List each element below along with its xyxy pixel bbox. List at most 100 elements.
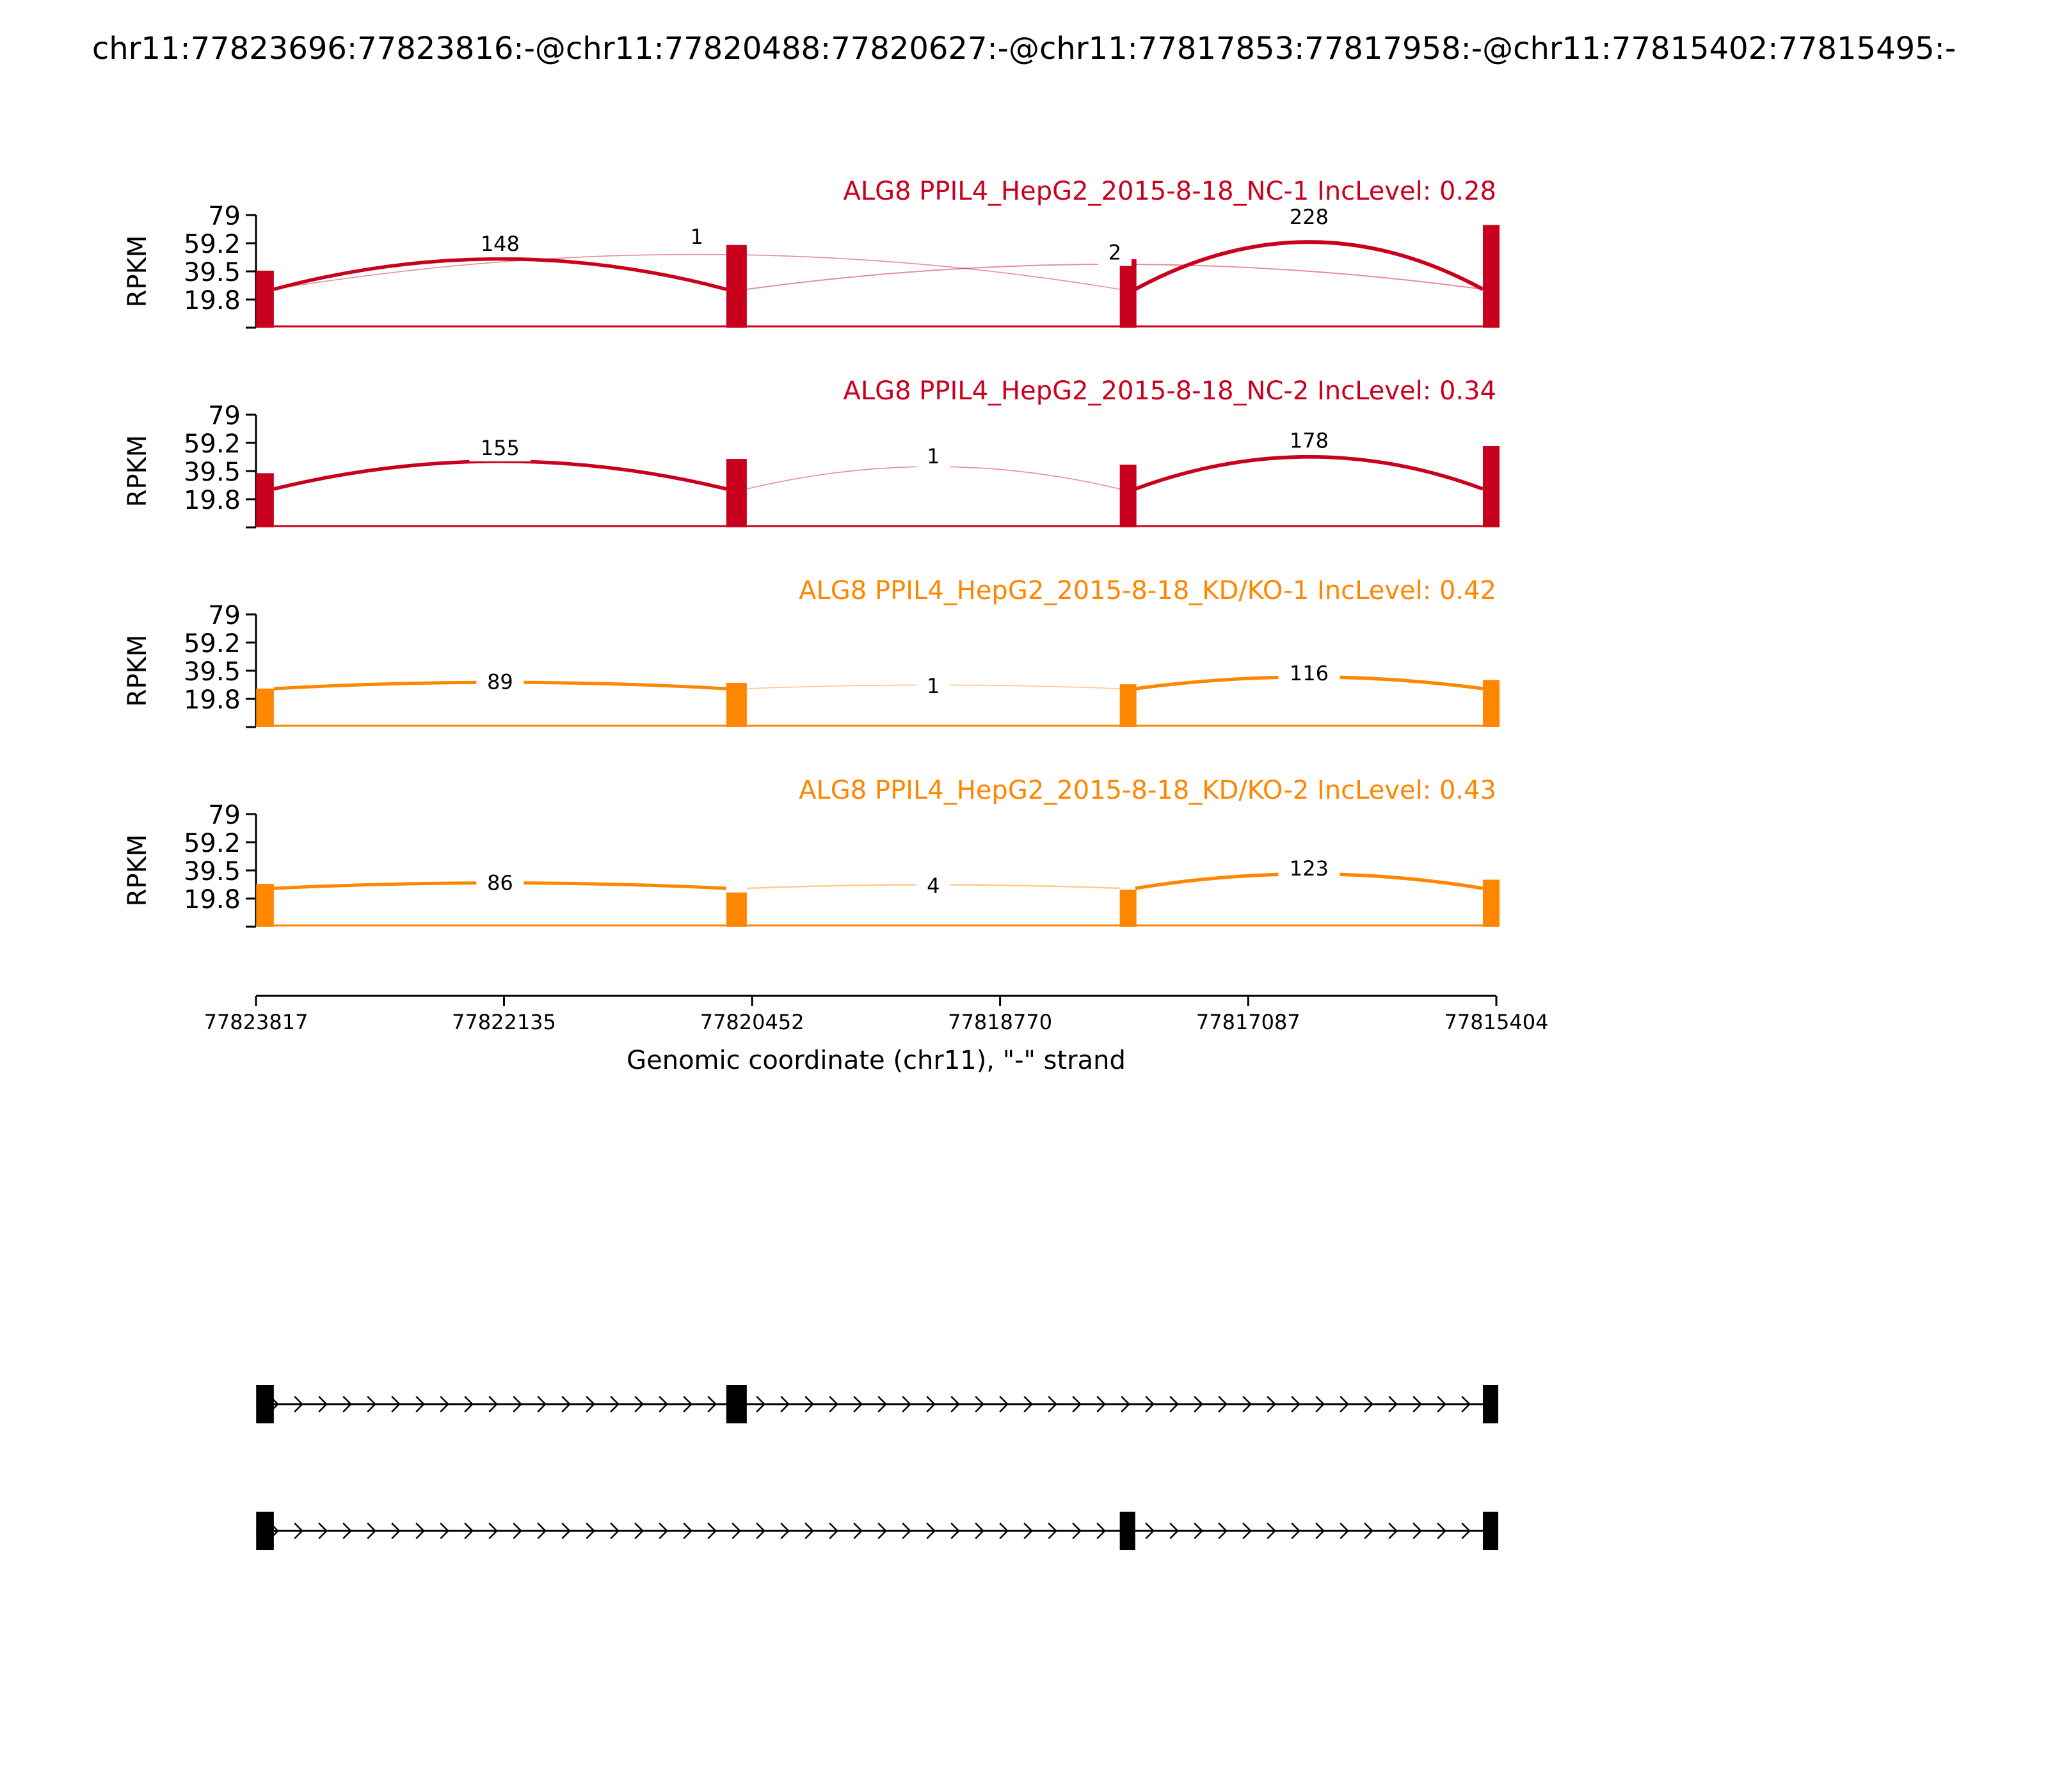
strand-arrow	[1072, 1396, 1082, 1412]
y-tick-label: 79	[208, 801, 241, 830]
strand-arrow	[440, 1523, 449, 1539]
x-tick-label: 77820452	[700, 1010, 804, 1034]
strand-arrow	[829, 1396, 838, 1412]
strand-arrow	[1194, 1396, 1203, 1412]
y-tick-label: 79	[208, 202, 241, 231]
exon-coverage	[1483, 446, 1500, 527]
strand-arrow	[926, 1523, 936, 1539]
strand-arrow	[1437, 1396, 1446, 1412]
strand-arrow	[1096, 1396, 1106, 1412]
strand-arrow	[926, 1396, 936, 1412]
figure-title: chr11:77823696:77823816:-@chr11:77820488…	[92, 31, 1956, 67]
strand-arrow	[488, 1396, 498, 1412]
strand-arrow	[853, 1396, 863, 1412]
x-axis: 77823817 77822135 77820452 77818770 77817087…	[204, 995, 1548, 1075]
strand-arrow	[1315, 1396, 1325, 1412]
strand-arrow	[1145, 1523, 1155, 1539]
isoform-models	[256, 1385, 1499, 1550]
strand-arrow	[610, 1523, 620, 1539]
strand-arrow	[1388, 1396, 1398, 1412]
strand-arrow	[1340, 1523, 1349, 1539]
strand-arrow	[659, 1523, 668, 1539]
strand-arrow	[1340, 1396, 1349, 1412]
exon-block	[1483, 1512, 1499, 1550]
junction-count: 116	[1290, 661, 1329, 685]
y-axis-label: RPKM	[123, 635, 152, 707]
junction-count: 1	[691, 225, 703, 249]
junction-label-bg	[1278, 663, 1340, 687]
exon-coverage	[256, 473, 274, 527]
exon-block	[1119, 1512, 1135, 1550]
y-tick-label: 59.2	[184, 629, 241, 659]
junction-label-bg	[1278, 859, 1340, 883]
y-tick-label: 19.8	[184, 486, 241, 515]
strand-arrow	[1412, 1396, 1422, 1412]
strand-arrow	[829, 1523, 838, 1539]
junction-arc	[273, 253, 1120, 290]
exon-coverage	[256, 884, 274, 927]
strand-arrow	[294, 1523, 303, 1539]
strand-arrow	[610, 1396, 620, 1412]
strand-arrow	[1218, 1396, 1228, 1412]
junction-count: 148	[481, 232, 520, 256]
strand-arrow	[586, 1396, 595, 1412]
strand-arrow	[1072, 1523, 1082, 1539]
strand-arrow	[1315, 1523, 1325, 1539]
y-tick-label: 19.8	[184, 885, 241, 915]
exon-coverage	[1119, 259, 1137, 328]
junction-arc	[1134, 454, 1484, 491]
exon-coverage	[1483, 879, 1500, 927]
strand-arrow	[1048, 1523, 1057, 1539]
strand-arrow	[342, 1396, 352, 1412]
strand-arrow	[1437, 1523, 1446, 1539]
strand-arrow	[950, 1396, 960, 1412]
strand-arrow	[367, 1396, 376, 1412]
exon-coverage	[256, 270, 274, 328]
strand-arrow	[1048, 1396, 1057, 1412]
exon-coverage	[256, 688, 274, 727]
track-title: ALG8 PPIL4_HepG2_2015-8-18_KD/KO-1 IncLe…	[799, 576, 1496, 605]
strand-arrow	[780, 1396, 790, 1412]
junction-count: 4	[927, 874, 940, 898]
strand-arrow	[586, 1523, 595, 1539]
exon-block	[726, 1385, 747, 1423]
y-axis-label: RPKM	[123, 835, 152, 907]
exon-coverage	[726, 459, 747, 527]
x-tick-label: 77818770	[948, 1010, 1052, 1034]
strand-arrow	[683, 1396, 692, 1412]
junction-arc	[746, 466, 1120, 490]
strand-arrow	[756, 1396, 765, 1412]
y-tick-label: 39.5	[184, 857, 241, 886]
strand-arrow	[294, 1396, 303, 1412]
strand-arrow	[1023, 1523, 1033, 1539]
strand-arrow	[342, 1523, 352, 1539]
strand-arrow	[415, 1523, 425, 1539]
junction-count: 1	[927, 674, 940, 698]
strand-arrow	[999, 1396, 1009, 1412]
y-tick-label: 79	[208, 601, 241, 630]
strand-arrow	[537, 1396, 547, 1412]
strand-arrow	[780, 1523, 790, 1539]
isoform	[256, 1385, 1499, 1423]
strand-arrow	[683, 1523, 692, 1539]
strand-arrow	[1096, 1523, 1106, 1539]
strand-arrow	[659, 1396, 668, 1412]
strand-arrow	[561, 1523, 571, 1539]
strand-arrow	[1194, 1523, 1203, 1539]
strand-arrow	[634, 1396, 644, 1412]
strand-arrow	[707, 1523, 717, 1539]
y-tick-label: 59.2	[184, 429, 241, 459]
strand-arrow	[391, 1396, 401, 1412]
strand-arrow	[902, 1396, 911, 1412]
junction-arc	[1134, 240, 1484, 291]
strand-arrow	[877, 1396, 887, 1412]
y-tick-label: 19.8	[184, 685, 241, 715]
strand-arrow	[1121, 1396, 1130, 1412]
exon-coverage	[726, 244, 747, 328]
junction-count: 228	[1290, 205, 1329, 229]
junction-label-bg	[476, 672, 524, 696]
